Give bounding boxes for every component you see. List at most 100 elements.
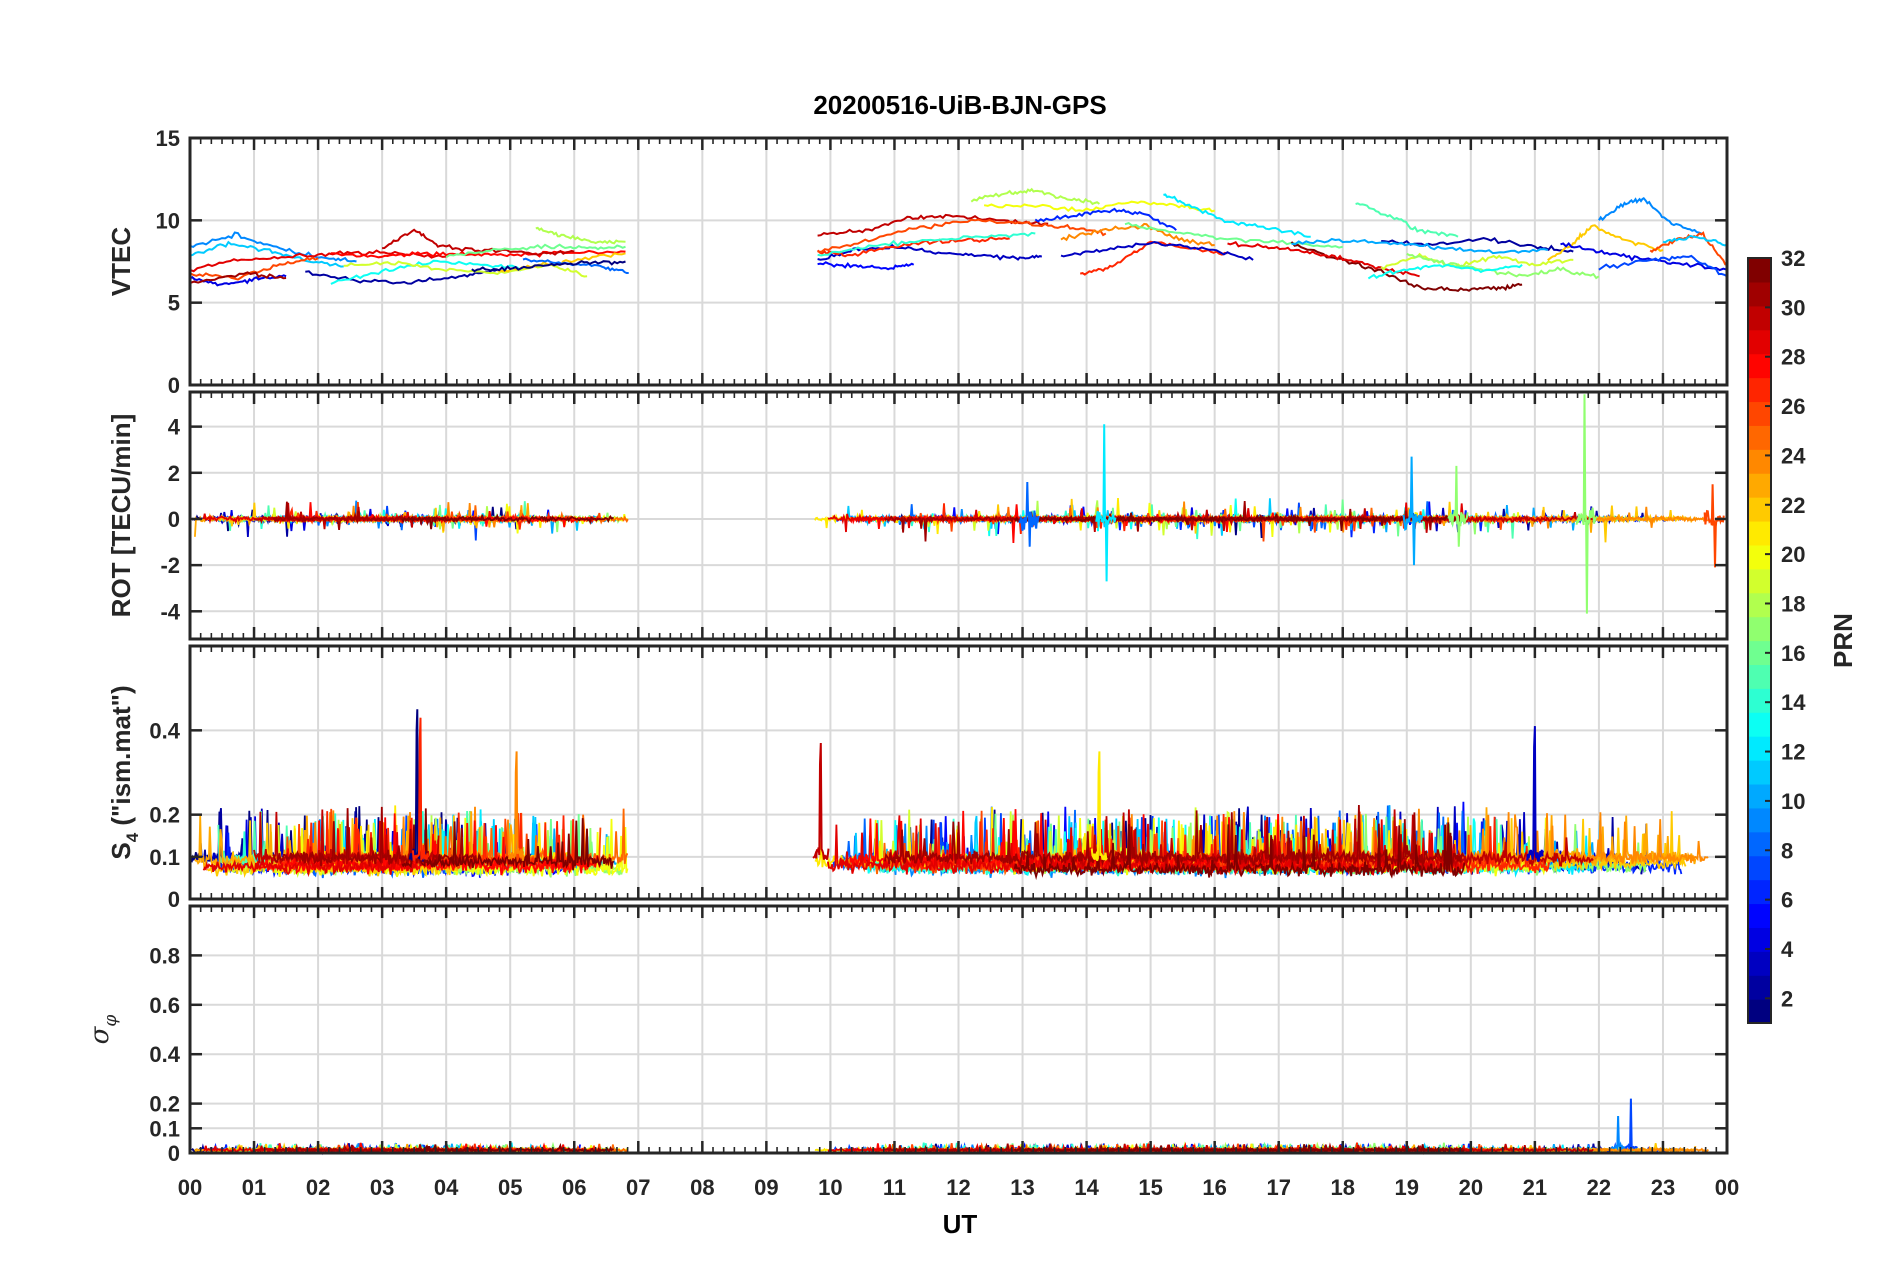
- colorbar-swatch: [1748, 903, 1771, 928]
- vtec-trace: [817, 261, 915, 271]
- colorbar-tick-label: 30: [1781, 295, 1805, 320]
- ylabel-rest: ("ism.mat"): [106, 685, 136, 832]
- noise-trace: [1014, 512, 1465, 531]
- x-tick-label: 19: [1395, 1175, 1419, 1200]
- colorbar-tick-label: 6: [1781, 888, 1793, 913]
- x-tick-label: 00: [178, 1175, 202, 1200]
- vtec-trace: [382, 228, 575, 256]
- y-tick-label: 15: [156, 126, 180, 151]
- colorbar-frame: [1747, 257, 1772, 1024]
- s4-peak: [507, 751, 526, 862]
- s4-peak: [411, 717, 430, 862]
- colorbar-swatch: [1748, 807, 1771, 833]
- s4-peak: [1526, 726, 1544, 862]
- y-tick-label: 0: [168, 373, 180, 398]
- vtec-trace: [1227, 240, 1420, 278]
- vtec-trace: [189, 249, 447, 273]
- vtec-trace: [1406, 252, 1600, 280]
- colorbar-tick-label: 8: [1781, 838, 1793, 863]
- x-tick-label: 01: [242, 1175, 266, 1200]
- y-tick-label: 0.8: [149, 943, 180, 968]
- vtec-trace: [1079, 240, 1228, 276]
- rot-spike: [1018, 481, 1040, 547]
- x-tick-label: 04: [434, 1175, 459, 1200]
- noise-trace: [272, 501, 478, 531]
- vtec-trace: [1060, 240, 1254, 261]
- noise-trace: [401, 513, 614, 530]
- noise-trace: [884, 804, 1465, 869]
- x-tick-label: 23: [1651, 1175, 1675, 1200]
- colorbar-swatch: [1748, 664, 1771, 689]
- colorbar-swatch: [1748, 258, 1771, 283]
- y-tick-label: 0.2: [149, 803, 180, 828]
- colorbar-swatch: [1748, 568, 1771, 594]
- noise-trace: [1013, 822, 1466, 881]
- y-tick-label: 0: [168, 887, 180, 912]
- colorbar-swatch: [1748, 688, 1771, 713]
- x-tick-label: 10: [818, 1175, 842, 1200]
- colorbar-tick-label: 18: [1781, 591, 1805, 616]
- s4-peak: [1090, 751, 1108, 862]
- colorbar-swatch: [1748, 855, 1771, 881]
- colorbar-swatch: [1748, 592, 1771, 618]
- ylabel-main: σ: [85, 1025, 115, 1044]
- colorbar-tick-label: 26: [1781, 394, 1805, 419]
- x-tick-label: 11: [883, 1175, 906, 1200]
- y-tick-label: 2: [168, 461, 180, 486]
- sigma-peak: [1623, 1098, 1639, 1150]
- panel-frame-rot: -4 -2 0 2 4 ROT [TECU/min]: [106, 390, 1729, 641]
- vtec-trace: [1034, 207, 1177, 231]
- ylabel-sub: 4: [123, 832, 142, 842]
- rot-spike: [1447, 465, 1469, 547]
- y-axis-label: ROT [TECU/min]: [106, 414, 136, 618]
- vtec-trace: [330, 259, 524, 285]
- colorbar-swatch: [1748, 329, 1771, 355]
- vtec-trace: [1547, 224, 1664, 261]
- y-tick-label: 0.1: [149, 1116, 180, 1141]
- vtec-trace: [1163, 193, 1311, 238]
- trace-layer: [189, 187, 1728, 1156]
- y-tick-label: 0.4: [149, 1042, 180, 1067]
- vtec-trace: [1060, 222, 1215, 247]
- y-tick-label: -2: [160, 553, 180, 578]
- vtec-trace: [1124, 222, 1344, 249]
- vtec-trace: [1598, 254, 1728, 278]
- colorbar-tick-label: 4: [1781, 937, 1794, 962]
- vtec-trace: [970, 187, 1100, 206]
- y-axis-label: σφ: [85, 1015, 121, 1045]
- colorbar-swatch: [1748, 879, 1771, 905]
- vtec-trace: [1355, 202, 1459, 238]
- colorbar-swatch: [1748, 425, 1771, 450]
- y-tick-label: 0.1: [149, 845, 180, 870]
- vtec-trace: [817, 231, 1036, 257]
- ylabel-sub: φ: [101, 1015, 121, 1027]
- vtec-trace: [1380, 252, 1574, 271]
- vtec-trace: [189, 271, 287, 284]
- panel-sigma: [189, 906, 1728, 1154]
- vtec-trace: [1291, 237, 1548, 255]
- panel-vtec: [189, 137, 1728, 386]
- rot-spike: [1402, 456, 1424, 566]
- colorbar-swatch: [1748, 736, 1771, 761]
- y-tick-label: 10: [156, 208, 180, 233]
- x-tick-label: 21: [1523, 1175, 1547, 1200]
- colorbar-swatch: [1748, 640, 1771, 666]
- x-tick-label: 09: [754, 1175, 778, 1200]
- x-tick-label: 08: [690, 1175, 714, 1200]
- vtec-trace: [535, 226, 626, 245]
- colorbar-swatch: [1748, 473, 1771, 498]
- panel-frame-s4: 0 0.1 0.2 0.4 S4 ("ism.mat"): [106, 644, 1729, 912]
- x-tick-label: 18: [1331, 1175, 1355, 1200]
- vtec-trace: [189, 231, 357, 263]
- colorbar-swatch: [1748, 281, 1771, 307]
- y-axis-label: VTEC: [106, 227, 136, 297]
- noise-trace: [272, 806, 478, 868]
- x-tick-label: 20: [1459, 1175, 1483, 1200]
- vtec-trace: [1560, 241, 1728, 272]
- vtec-trace: [522, 257, 629, 274]
- rot-spike: [1095, 424, 1117, 582]
- x-tick-label: 22: [1587, 1175, 1611, 1200]
- x-tick-label: 15: [1138, 1175, 1162, 1200]
- colorbar-tick-label: 24: [1781, 443, 1806, 468]
